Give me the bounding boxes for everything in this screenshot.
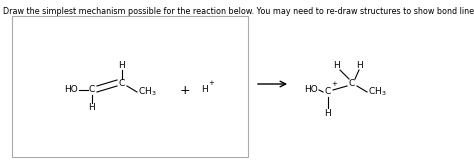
Text: C: C <box>349 79 355 89</box>
Text: H: H <box>334 60 340 70</box>
Text: +: + <box>208 80 214 86</box>
Text: HO: HO <box>304 86 318 94</box>
Text: H: H <box>89 103 95 113</box>
Text: +: + <box>180 83 191 96</box>
Text: H: H <box>356 60 364 70</box>
Text: CH$_3$: CH$_3$ <box>138 86 156 98</box>
Text: CH$_3$: CH$_3$ <box>368 86 387 98</box>
Text: H: H <box>325 109 331 117</box>
Text: +: + <box>331 81 337 87</box>
Text: C: C <box>89 86 95 94</box>
Text: C: C <box>325 88 331 96</box>
Text: C: C <box>119 79 125 89</box>
Text: H: H <box>118 60 126 70</box>
Text: H: H <box>201 86 209 94</box>
Text: HO: HO <box>64 86 78 94</box>
Text: Draw the simplest mechanism possible for the reaction below. You may need to re-: Draw the simplest mechanism possible for… <box>3 7 474 16</box>
Bar <box>12 16 248 157</box>
